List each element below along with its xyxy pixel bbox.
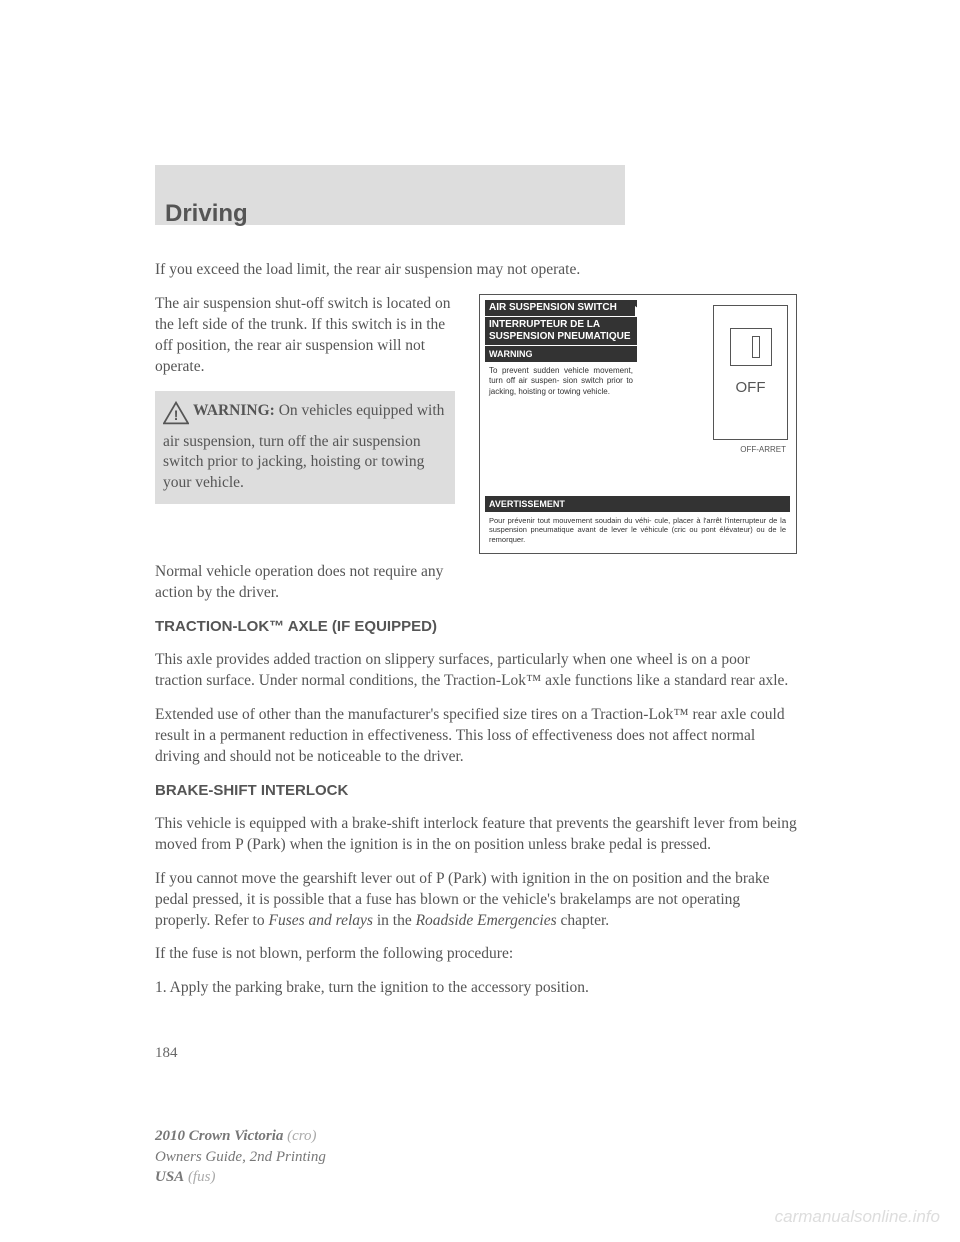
content-area: If you exceed the load limit, the rear a… (155, 260, 797, 1012)
label-bottom: AVERTISSEMENT Pour prévenir tout mouveme… (485, 496, 790, 548)
footer-line: USA (fus) (155, 1167, 326, 1187)
text: chapter. (557, 912, 610, 929)
section-title: Driving (165, 165, 625, 262)
text: in the (373, 912, 416, 929)
left-text-column: The air suspension shut-off switch is lo… (155, 294, 455, 517)
label-warning-text: To prevent sudden vehicle movement, turn… (485, 363, 637, 400)
footer-line: Owners Guide, 2nd Printing (155, 1147, 326, 1167)
step: 1. Apply the parking brake, turn the ign… (155, 978, 797, 999)
avert-text: Pour prévenir tout mouvement soudain du … (485, 513, 790, 548)
warning-icon: ! (163, 401, 189, 432)
paragraph: If you cannot move the gearshift lever o… (155, 869, 797, 932)
text-italic: Roadside Emergencies (416, 912, 557, 929)
label-title-fr: INTERRUPTEUR DE LA SUSPENSION PNEUMATIQU… (485, 317, 637, 345)
paragraph: Extended use of other than the manufactu… (155, 705, 797, 768)
paragraph: Normal vehicle operation does not requir… (155, 562, 455, 604)
footer-line: 2010 Crown Victoria (cro) (155, 1126, 326, 1146)
section-header-bar: Driving (155, 165, 625, 225)
switch-tab (752, 336, 760, 358)
heading-traction: TRACTION-LOK™ AXLE (IF EQUIPPED) (155, 617, 797, 637)
footer-fus: (fus) (184, 1169, 215, 1185)
off-arret-label: OFF-ARRET (740, 445, 786, 456)
paragraph: If you exceed the load limit, the rear a… (155, 260, 797, 281)
footer-model: 2010 Crown Victoria (155, 1128, 283, 1144)
heading-brake: BRAKE-SHIFT INTERLOCK (155, 781, 797, 801)
page-number: 184 (155, 1045, 178, 1062)
float-row: AIR SUSPENSION SWITCH INTERRUPTEUR DE LA… (155, 294, 797, 562)
switch-diagram: OFF (713, 305, 788, 440)
manual-page: Driving If you exceed the load limit, th… (0, 0, 960, 1242)
avert-header: AVERTISSEMENT (485, 496, 790, 512)
paragraph: This vehicle is equipped with a brake-sh… (155, 814, 797, 856)
watermark: carmanualsonline.info (775, 1207, 940, 1227)
paragraph: If the fuse is not blown, perform the fo… (155, 944, 797, 965)
switch-rect (730, 328, 772, 366)
off-label: OFF (714, 378, 787, 398)
label-text: INTERRUPTEUR DE LA SUSPENSION PNEUMATIQU… (489, 319, 631, 342)
footer-usa: USA (155, 1169, 184, 1185)
label-warning-header: WARNING (485, 346, 637, 362)
air-suspension-label-illustration: AIR SUSPENSION SWITCH INTERRUPTEUR DE LA… (479, 294, 797, 554)
svg-text:!: ! (174, 407, 179, 423)
label-text: AIR SUSPENSION SWITCH (489, 302, 617, 313)
footer-code: (cro) (283, 1128, 316, 1144)
footer: 2010 Crown Victoria (cro) Owners Guide, … (155, 1126, 326, 1187)
label-left-column: AIR SUSPENSION SWITCH INTERRUPTEUR DE LA… (485, 300, 637, 400)
paragraph: The air suspension shut-off switch is lo… (155, 294, 455, 378)
paragraph: This axle provides added traction on sli… (155, 650, 797, 692)
warning-label: WARNING: (193, 402, 275, 419)
warning-box: ! WARNING: On vehicles equipped with air… (155, 391, 455, 505)
text-italic: Fuses and relays (268, 912, 372, 929)
label-title-en: AIR SUSPENSION SWITCH (485, 300, 637, 316)
